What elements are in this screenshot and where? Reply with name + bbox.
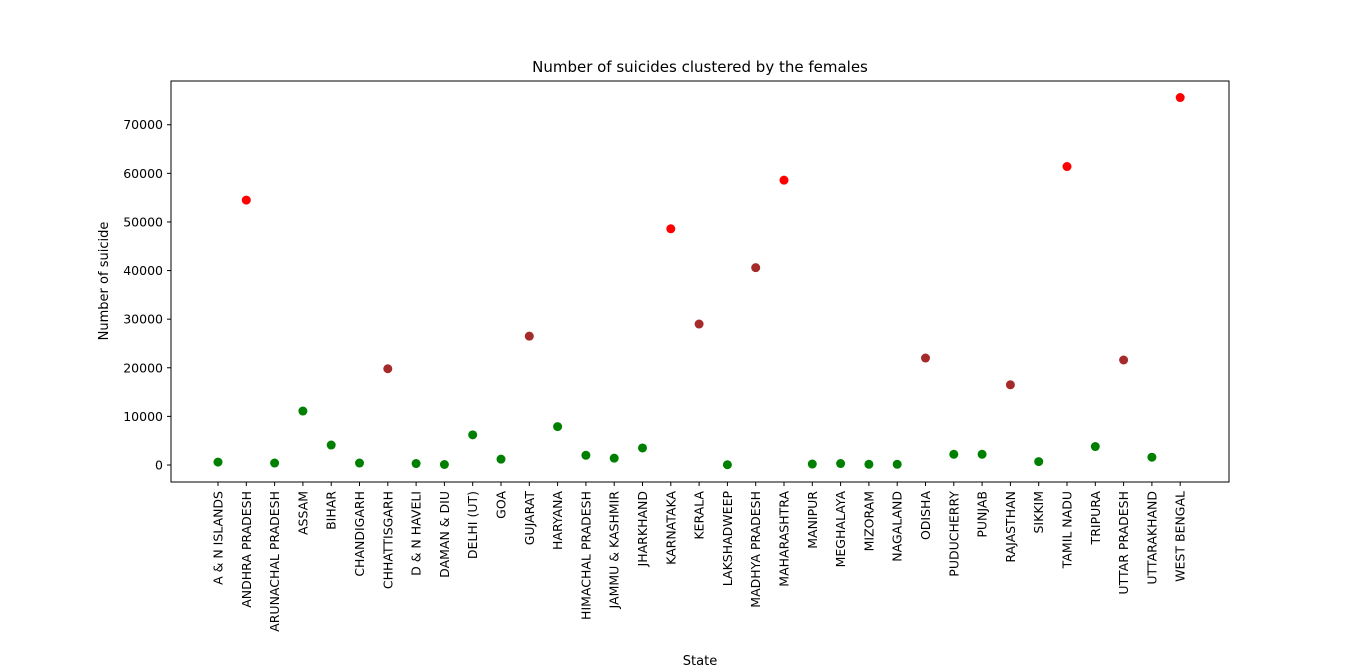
x-tick-label: PUNJAB	[975, 491, 990, 538]
data-point-low	[298, 406, 308, 416]
x-tick-label: KERALA	[692, 491, 707, 540]
data-point-high	[1175, 93, 1185, 103]
x-tick-label: D & N HAVELI	[409, 491, 424, 576]
data-point-low	[326, 440, 336, 450]
data-point-high	[241, 195, 251, 205]
data-point-low	[1090, 442, 1100, 452]
x-tick-label: TRIPURA	[1088, 491, 1103, 546]
data-point-medium	[921, 353, 930, 363]
data-point-medium	[1119, 355, 1129, 365]
x-tick-label: UTTAR PRADESH	[1116, 491, 1131, 595]
x-tick-label: ASSAM	[295, 491, 310, 535]
x-tick-label: GUJARAT	[522, 491, 537, 546]
data-point-medium	[524, 331, 534, 341]
x-tick-label: DAMAN & DIU	[437, 491, 452, 578]
x-tick-label: ANDHRA PRADESH	[239, 491, 254, 608]
y-tick-label: 30000	[123, 312, 163, 327]
x-tick-label: BIHAR	[324, 491, 339, 530]
x-tick-label: HARYANA	[550, 491, 565, 550]
x-tick-label: MIZORAM	[861, 491, 876, 551]
data-point-low	[1147, 452, 1157, 462]
data-point-high	[1062, 162, 1072, 172]
data-point-low	[411, 459, 421, 469]
x-tick-label: A & N ISLANDS	[211, 491, 226, 585]
data-point-medium	[1005, 380, 1015, 390]
data-point-low	[609, 453, 619, 463]
data-point-low	[836, 459, 846, 469]
data-point-medium	[751, 263, 761, 273]
data-point-low	[977, 449, 987, 459]
data-point-low	[468, 430, 478, 440]
data-point-medium	[383, 364, 393, 374]
x-tick-label: CHANDIGARH	[352, 491, 367, 577]
data-points	[213, 93, 1185, 470]
data-point-low	[864, 459, 874, 469]
data-point-low	[553, 422, 563, 432]
y-tick-label: 60000	[123, 166, 163, 181]
y-tick-label: 50000	[123, 214, 163, 229]
x-tick-label: LAKSHADWEEP	[720, 491, 735, 587]
data-point-high	[779, 175, 789, 185]
x-tick-label: CHHATTISGARH	[380, 491, 395, 589]
x-tick-label: UTTARAKHAND	[1144, 491, 1159, 585]
y-tick-label: 70000	[123, 117, 163, 132]
x-tick-label: KARNATAKA	[663, 491, 678, 565]
plot-area	[170, 80, 1230, 483]
x-tick-label: ARUNACHAL PRADESH	[267, 491, 282, 632]
data-point-medium	[694, 319, 704, 329]
x-tick-label: JAMMU & KASHMIR	[607, 491, 622, 610]
data-point-low	[213, 457, 223, 467]
data-point-low	[581, 450, 591, 460]
x-tick-label: MEGHALAYA	[833, 491, 848, 568]
data-point-low	[892, 459, 902, 469]
y-tick-label: 40000	[123, 263, 163, 278]
x-tick-label: PUDUCHERRY	[946, 491, 961, 577]
data-point-low	[439, 460, 449, 470]
y-axis: 0 10000 20000 30000 40000 50000 60000 70000	[123, 117, 171, 472]
x-tick-label: MADHYA PRADESH	[748, 491, 763, 608]
x-tick-label: MAHARASHTRA	[777, 491, 792, 587]
x-tick-label: NAGALAND	[890, 491, 905, 562]
y-tick-label: 0	[155, 457, 163, 472]
data-point-low	[496, 454, 506, 464]
x-tick-label: DELHI (UT)	[465, 491, 480, 559]
data-point-low	[1034, 457, 1044, 467]
x-tick-label: RAJASTHAN	[1003, 491, 1018, 563]
x-tick-label: SIKKIM	[1031, 491, 1046, 534]
data-point-low	[638, 443, 647, 453]
x-axis-label: State	[683, 654, 717, 669]
y-tick-label: 20000	[123, 360, 163, 375]
x-tick-label: HIMACHAL PRADESH	[578, 491, 593, 620]
data-point-high	[666, 224, 676, 234]
data-point-low	[270, 458, 280, 468]
x-tick-label: TAMIL NADU	[1060, 491, 1075, 569]
data-point-low	[807, 459, 817, 469]
x-tick-label: MANIPUR	[805, 491, 820, 549]
x-axis: A & N ISLANDS ANDHRA PRADESH ARUNACHAL PRA…	[211, 482, 1188, 632]
data-point-low	[722, 460, 732, 470]
x-tick-label: GOA	[494, 491, 509, 519]
x-tick-label: WEST BENGAL	[1173, 491, 1188, 582]
data-point-low	[949, 449, 959, 459]
data-point-low	[355, 458, 364, 468]
x-tick-label: JHARKHAND	[635, 491, 650, 567]
chart-title: Number of suicides clustered by the fema…	[532, 58, 868, 76]
y-tick-label: 10000	[123, 409, 163, 424]
y-axis-label: Number of suicide	[97, 222, 112, 341]
x-tick-label: ODISHA	[918, 491, 933, 540]
